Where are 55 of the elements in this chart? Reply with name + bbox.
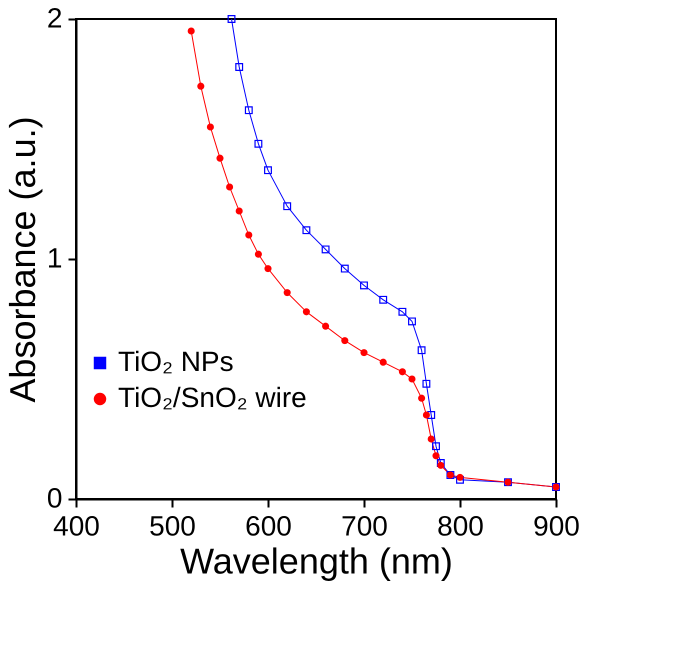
x-tick-label: 700 <box>341 510 388 542</box>
point <box>341 337 348 344</box>
point <box>188 27 195 35</box>
point <box>322 245 330 254</box>
point <box>302 226 310 234</box>
point <box>437 462 444 469</box>
point <box>284 289 291 296</box>
point <box>456 476 464 484</box>
point <box>254 140 262 148</box>
point <box>432 452 440 460</box>
point <box>206 123 214 131</box>
point <box>427 411 436 419</box>
x-tick-label: 500 <box>149 510 196 542</box>
point <box>245 231 252 239</box>
point <box>380 358 387 366</box>
point <box>408 317 416 326</box>
point <box>360 349 368 356</box>
point <box>302 308 310 316</box>
point <box>228 15 236 23</box>
y-tick-label: 0 <box>46 482 62 514</box>
y-tick-label: 1 <box>46 242 62 274</box>
point <box>418 394 426 402</box>
point <box>197 82 204 90</box>
point <box>408 375 416 383</box>
point <box>432 442 440 450</box>
point <box>283 202 292 210</box>
point <box>379 296 388 304</box>
point <box>322 322 330 330</box>
y-axis-title: Absorbance (a.u.) <box>2 116 43 403</box>
x-tick-label: 600 <box>245 510 292 542</box>
x-tick-label: 400 <box>53 510 100 542</box>
x-tick-label: 800 <box>437 510 484 542</box>
point <box>235 63 244 71</box>
point <box>216 154 224 162</box>
point <box>436 459 445 467</box>
x-axis-title: Wavelength (nm) <box>180 540 453 582</box>
point <box>456 474 464 481</box>
point <box>422 380 430 388</box>
point <box>236 207 243 215</box>
point <box>418 346 426 354</box>
point <box>428 435 435 443</box>
legend-label: TiO₂ NPs <box>118 346 234 377</box>
point <box>264 265 272 272</box>
y-tick-label: 2 <box>46 2 62 34</box>
point <box>360 281 368 290</box>
point <box>422 411 430 419</box>
point <box>398 308 406 316</box>
point <box>264 166 272 174</box>
x-tick-label: 900 <box>533 510 580 542</box>
point <box>226 183 234 191</box>
point <box>398 368 406 376</box>
point <box>244 106 253 114</box>
point <box>340 264 349 273</box>
legend-label: TiO₂/SnO₂ wire <box>118 382 307 413</box>
point <box>254 250 262 258</box>
